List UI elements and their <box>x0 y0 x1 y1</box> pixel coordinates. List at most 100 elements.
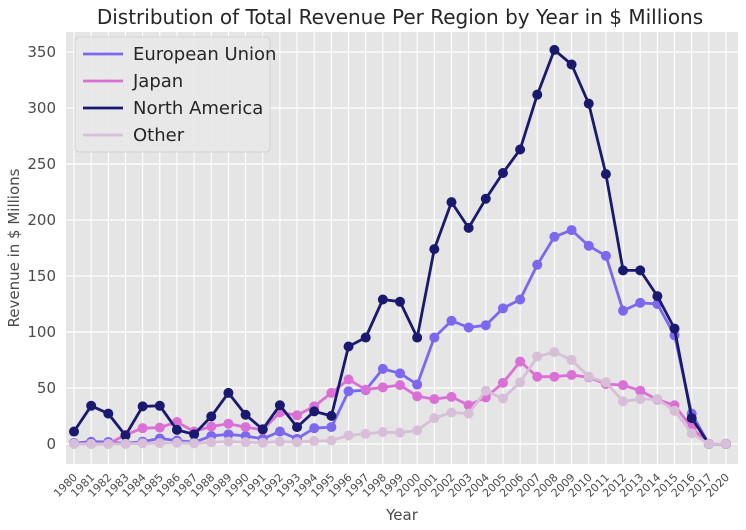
data-point <box>223 418 234 429</box>
series-other <box>69 347 731 449</box>
series-north-america <box>69 44 731 449</box>
data-point <box>240 437 251 448</box>
data-point <box>395 296 405 307</box>
data-point <box>69 438 79 449</box>
data-point <box>480 385 491 396</box>
data-point <box>549 371 560 382</box>
chart-title: Distribution of Total Revenue Per Region… <box>97 5 703 29</box>
data-point <box>309 436 320 447</box>
y-tick-label: 0 <box>46 435 56 453</box>
data-point <box>292 437 303 448</box>
data-point <box>206 411 217 422</box>
data-point <box>618 265 629 276</box>
data-point <box>395 380 405 391</box>
data-point <box>635 297 646 308</box>
data-point <box>635 265 646 276</box>
data-point <box>429 413 440 424</box>
gridlines <box>66 32 738 464</box>
data-point <box>652 394 663 405</box>
data-point <box>154 438 165 449</box>
data-point <box>583 240 594 251</box>
data-point <box>360 384 371 395</box>
data-point <box>103 438 114 449</box>
data-point <box>292 422 303 433</box>
data-point <box>515 377 526 388</box>
y-tick-label: 50 <box>37 379 56 397</box>
data-point <box>480 193 491 204</box>
data-point <box>395 368 405 379</box>
data-point <box>446 197 457 208</box>
data-point <box>446 315 457 326</box>
data-point <box>532 371 543 382</box>
data-point <box>429 332 440 343</box>
data-point <box>189 429 200 440</box>
data-point <box>429 394 440 405</box>
data-point <box>103 408 114 419</box>
data-point <box>412 379 423 390</box>
y-tick-label: 350 <box>27 43 56 61</box>
data-point <box>583 98 594 109</box>
data-point <box>377 427 388 438</box>
data-point <box>600 169 611 180</box>
data-point <box>497 168 508 179</box>
legend-label: Other <box>133 125 185 146</box>
data-point <box>274 400 285 411</box>
data-point <box>515 294 526 305</box>
x-axis-label: Year <box>385 506 419 524</box>
data-point <box>497 303 508 314</box>
data-point <box>120 430 131 441</box>
data-point <box>532 259 543 270</box>
data-point <box>137 438 148 449</box>
data-point <box>343 341 354 352</box>
data-point <box>326 435 337 446</box>
data-point <box>326 387 337 398</box>
legend-label: European Union <box>133 44 276 65</box>
data-point <box>137 423 148 434</box>
data-point <box>703 438 714 449</box>
data-point <box>274 426 285 437</box>
data-point <box>686 428 697 439</box>
data-point <box>463 400 474 411</box>
data-point <box>360 428 371 439</box>
y-tick-label: 300 <box>27 99 56 117</box>
data-point <box>532 351 543 362</box>
data-point <box>515 144 526 155</box>
data-point <box>412 425 423 436</box>
data-point <box>326 410 337 421</box>
data-point <box>343 430 354 441</box>
y-axis-label: Revenue in $ Millions <box>5 168 23 327</box>
data-point <box>240 422 251 433</box>
data-point <box>240 409 251 420</box>
data-point <box>497 377 508 388</box>
data-point <box>292 410 303 421</box>
data-point <box>549 347 560 358</box>
data-point <box>86 400 97 411</box>
data-point <box>463 322 474 333</box>
data-point <box>154 422 165 433</box>
data-point <box>566 370 577 381</box>
data-point <box>618 396 629 407</box>
data-point <box>343 374 354 385</box>
data-point <box>395 427 405 438</box>
data-point <box>446 407 457 418</box>
data-point <box>377 382 388 393</box>
data-point <box>669 405 680 416</box>
data-point <box>206 437 217 448</box>
y-tick-label: 150 <box>27 267 56 285</box>
data-point <box>223 387 234 398</box>
data-point <box>497 393 508 404</box>
data-point <box>257 437 268 448</box>
legend-box <box>74 36 271 153</box>
data-point <box>412 391 423 402</box>
data-point <box>480 320 491 331</box>
data-point <box>206 421 217 432</box>
data-point <box>566 225 577 236</box>
data-point <box>377 294 388 305</box>
y-tick-label: 200 <box>27 211 56 229</box>
data-point <box>171 424 182 435</box>
data-point <box>360 332 371 343</box>
data-point <box>343 386 354 397</box>
y-tick-label: 100 <box>27 323 56 341</box>
data-point <box>549 44 560 55</box>
